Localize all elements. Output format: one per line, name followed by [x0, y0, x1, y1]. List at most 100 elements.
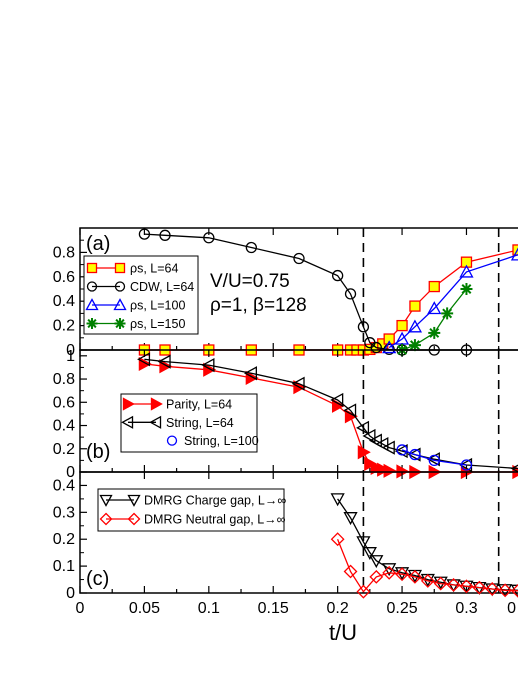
- data-point: [356, 420, 370, 435]
- data-point: [369, 555, 384, 569]
- series-2: [382, 247, 518, 354]
- series-3: [396, 283, 473, 356]
- legend-label: DMRG Neutral gap, L→∞: [144, 513, 286, 527]
- data-point: [459, 264, 474, 278]
- data-point: [428, 454, 440, 467]
- data-point: [510, 247, 518, 261]
- data-point: [383, 463, 397, 478]
- star-stroke: [115, 318, 125, 329]
- data-point: [356, 584, 371, 599]
- data-point: [446, 578, 461, 592]
- y-tick-label: 0.4: [53, 293, 75, 310]
- legend-marker: [85, 298, 99, 311]
- series-line: [401, 449, 467, 466]
- x-tick-label: 0.15: [258, 600, 289, 617]
- series-0: [330, 493, 518, 598]
- legend-marker: [99, 512, 113, 526]
- series-2: [396, 444, 473, 471]
- legend-marker: [86, 318, 98, 329]
- data-point: [382, 565, 397, 580]
- data-point: [245, 241, 257, 254]
- legend-label: ρs, L=64: [130, 262, 179, 276]
- legend-entry: Parity, L=64: [122, 397, 232, 412]
- data-point: [291, 376, 305, 391]
- data-point: [382, 340, 397, 354]
- data-point: [369, 569, 384, 584]
- legend-label: ρs, L=150: [130, 317, 185, 331]
- y-tick-label: 0.1: [53, 558, 75, 575]
- data-point: [408, 339, 421, 352]
- data-point: [330, 532, 345, 547]
- legend-entry: CDW, L=64: [86, 280, 194, 294]
- data-point: [433, 576, 448, 591]
- legend-entry: ρs, L=64: [86, 262, 179, 276]
- legend-entry: ρs, L=150: [86, 317, 185, 331]
- legend-marker: [86, 262, 98, 274]
- data-point: [460, 459, 473, 471]
- legend-marker: [99, 494, 113, 507]
- y-tick-label: 0.3: [53, 504, 75, 521]
- legend-label: DMRG Charge gap, L→∞: [144, 494, 286, 508]
- data-point: [460, 283, 473, 295]
- annotation-panel-a: V/U=0.75 ρ=1, β=128: [210, 271, 307, 316]
- data-point: [344, 288, 357, 300]
- legend-marker: [166, 435, 178, 446]
- x-tick-label: 0.3: [455, 600, 477, 617]
- x-tick-labels: 0 0.05 0.1 0.15 0.2 0.25 0.3 0: [76, 600, 517, 617]
- data-point: [138, 228, 151, 240]
- data-point: [357, 445, 371, 460]
- data-point: [362, 547, 377, 561]
- star-stroke: [442, 308, 453, 319]
- x-tick-marks: [79, 472, 500, 593]
- legend-marker: [114, 318, 126, 329]
- data-point: [343, 564, 358, 579]
- data-point: [472, 580, 487, 595]
- data-point: [428, 326, 441, 339]
- legend-label: String, L=64: [166, 416, 234, 430]
- series-1: [330, 532, 518, 599]
- legend-marker: [114, 281, 126, 292]
- data-point: [368, 433, 382, 448]
- data-point: [370, 341, 382, 354]
- legend-marker: [127, 494, 141, 507]
- data-point: [427, 301, 442, 315]
- data-point: [375, 437, 389, 452]
- y-tick-label: 0.8: [53, 371, 75, 388]
- star-stroke: [409, 340, 420, 351]
- legend-panel-c: DMRG Charge gap, L→∞ DMRG Neutral gap, L→…: [97, 488, 286, 532]
- star-stroke: [461, 284, 472, 294]
- y-tick-label: 0.2: [53, 318, 75, 335]
- panel-label: (c): [86, 568, 109, 590]
- data-point: [330, 493, 345, 507]
- y-tick-label: 0: [66, 585, 75, 602]
- panel-2: 0 0.1 0.2 0.3 0.4 (c): [53, 471, 518, 602]
- legend-marker: [121, 415, 134, 429]
- data-point: [293, 252, 305, 265]
- legend-label: String, L=100: [184, 434, 259, 448]
- data-point: [485, 582, 500, 596]
- data-point: [511, 583, 518, 598]
- legend-marker: [122, 397, 135, 411]
- data-point: [356, 536, 371, 550]
- data-point: [343, 403, 357, 418]
- data-point: [159, 229, 171, 241]
- data-point: [201, 358, 215, 373]
- data-point: [331, 269, 344, 282]
- legend-marker: [127, 512, 141, 526]
- data-point: [441, 307, 454, 320]
- data-point: [343, 512, 358, 526]
- x-axis-title: t/U: [329, 620, 357, 645]
- data-point: [395, 567, 409, 582]
- y-tick-label: 0.4: [53, 477, 75, 494]
- star-stroke: [429, 327, 440, 338]
- y-tick-label: 0.6: [53, 394, 75, 411]
- panel-label: (a): [86, 233, 110, 255]
- data-point: [243, 366, 257, 381]
- y-tick-label: 0.2: [53, 531, 75, 548]
- legend-entry: DMRG Neutral gap, L→∞: [99, 512, 286, 527]
- y-tick-label: 1: [66, 348, 75, 365]
- x-tick-label: 0.1: [198, 600, 220, 617]
- annotation-line: ρ=1, β=128: [210, 295, 307, 316]
